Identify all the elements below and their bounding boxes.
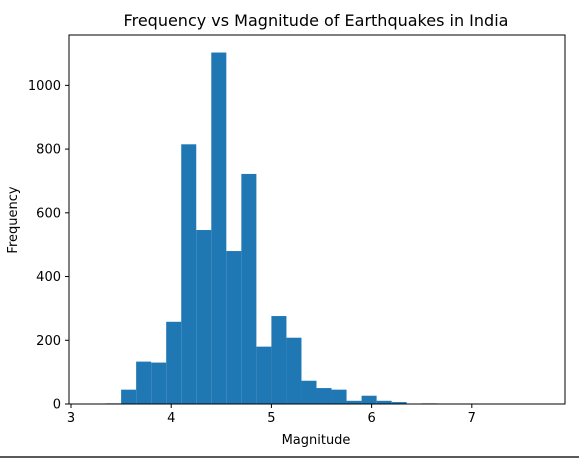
y-tick-label: 600 [36,206,61,221]
bars-group [106,52,542,405]
window-bottom-edge [0,456,579,458]
histogram-bar [346,400,362,404]
y-ticks-group: 0 200 400 600 800 1000 [28,79,69,413]
x-tick-label: 4 [167,411,175,426]
y-tick-label: 0 [53,398,61,413]
histogram-bar [181,144,197,405]
histogram-bar [361,395,377,404]
y-tick-label: 400 [36,270,61,285]
x-ticks-group: 3 4 5 6 7 [67,404,476,426]
chart-title: Frequency vs Magnitude of Earthquakes in… [124,11,509,30]
histogram-bar [391,402,407,404]
x-tick-label: 6 [367,411,375,426]
histogram-bar [241,173,257,404]
y-tick-label: 800 [36,143,61,158]
histogram-bar [151,362,167,404]
histogram-bar [136,361,152,404]
x-tick-label: 3 [67,411,75,426]
histogram-bar [376,400,392,404]
histogram-bar [301,380,317,404]
histogram-bar [121,389,137,404]
x-tick-label: 7 [468,411,476,426]
histogram-bar [286,337,302,404]
x-tick-label: 5 [267,411,275,426]
y-tick-label: 200 [36,334,61,349]
histogram-bar [211,52,227,404]
x-axis-label: Magnitude [282,433,351,448]
y-tick-label: 1000 [28,79,61,94]
y-axis-label: Frequency [6,186,21,253]
histogram-bar [331,389,347,404]
histogram-bar [166,321,182,404]
histogram-bar [316,388,332,404]
histogram-bar [196,230,212,404]
histogram-bar [271,316,287,404]
axes-frame [68,34,566,405]
histogram-bar [256,346,272,404]
histogram-bar [226,251,242,404]
